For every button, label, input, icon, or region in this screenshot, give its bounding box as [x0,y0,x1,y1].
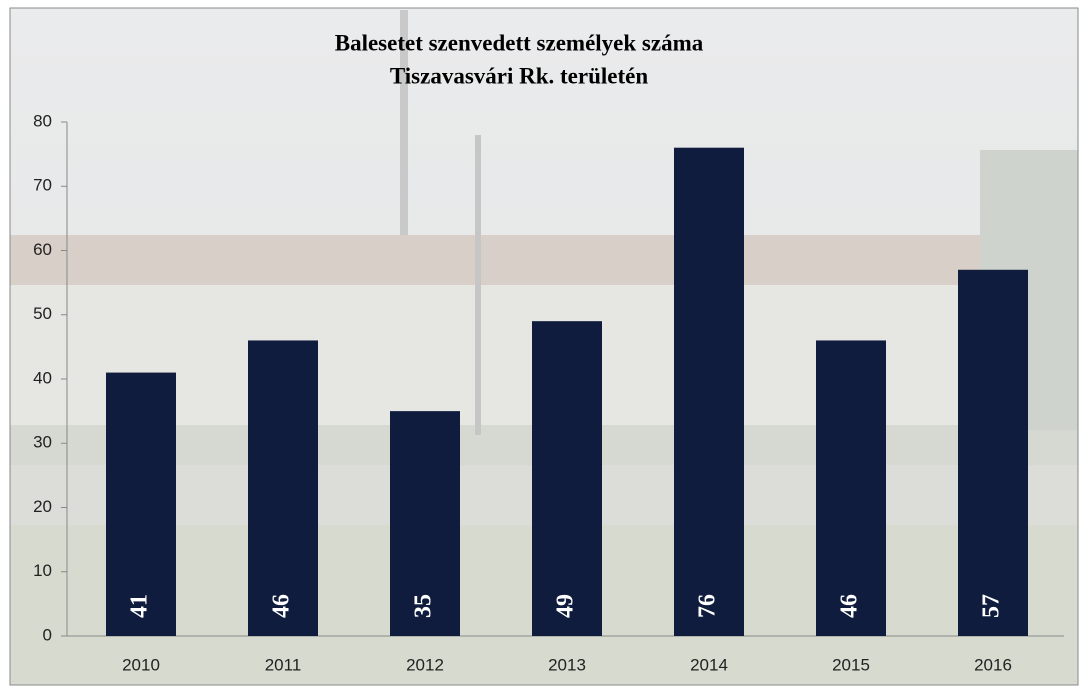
bar [958,270,1028,636]
bar [532,321,602,636]
x-tick-label: 2011 [265,655,302,674]
x-tick-label: 2013 [548,655,586,674]
data-label: 76 [695,594,721,618]
data-label: 57 [979,594,1005,618]
chart-title: Balesetet szenvedett személyek száma [335,30,704,55]
chart: Balesetet szenvedett személyek száma Tis… [0,0,1080,689]
bar [674,148,744,636]
data-label: 35 [411,594,437,618]
y-tick-label: 40 [33,368,52,387]
y-tick-label: 50 [33,304,52,323]
bar [248,340,318,636]
x-tick-label: 2012 [406,655,444,674]
data-label: 46 [269,594,295,618]
data-label: 49 [553,594,579,618]
y-tick-label: 80 [33,111,52,130]
x-tick-label: 2014 [690,655,728,674]
data-label: 46 [837,594,863,618]
y-tick-label: 10 [33,561,52,580]
x-tick-label: 2015 [832,655,870,674]
data-label: 41 [127,594,153,618]
x-tick-label: 2010 [122,655,160,674]
y-tick-label: 0 [43,625,52,644]
y-tick-label: 60 [33,240,52,259]
y-tick-label: 20 [33,497,52,516]
bar [816,340,886,636]
chart-subtitle: Tiszavasvári Rk. területén [390,63,649,88]
x-tick-label: 2016 [974,655,1012,674]
y-tick-label: 70 [33,176,52,195]
y-tick-label: 30 [33,433,52,452]
